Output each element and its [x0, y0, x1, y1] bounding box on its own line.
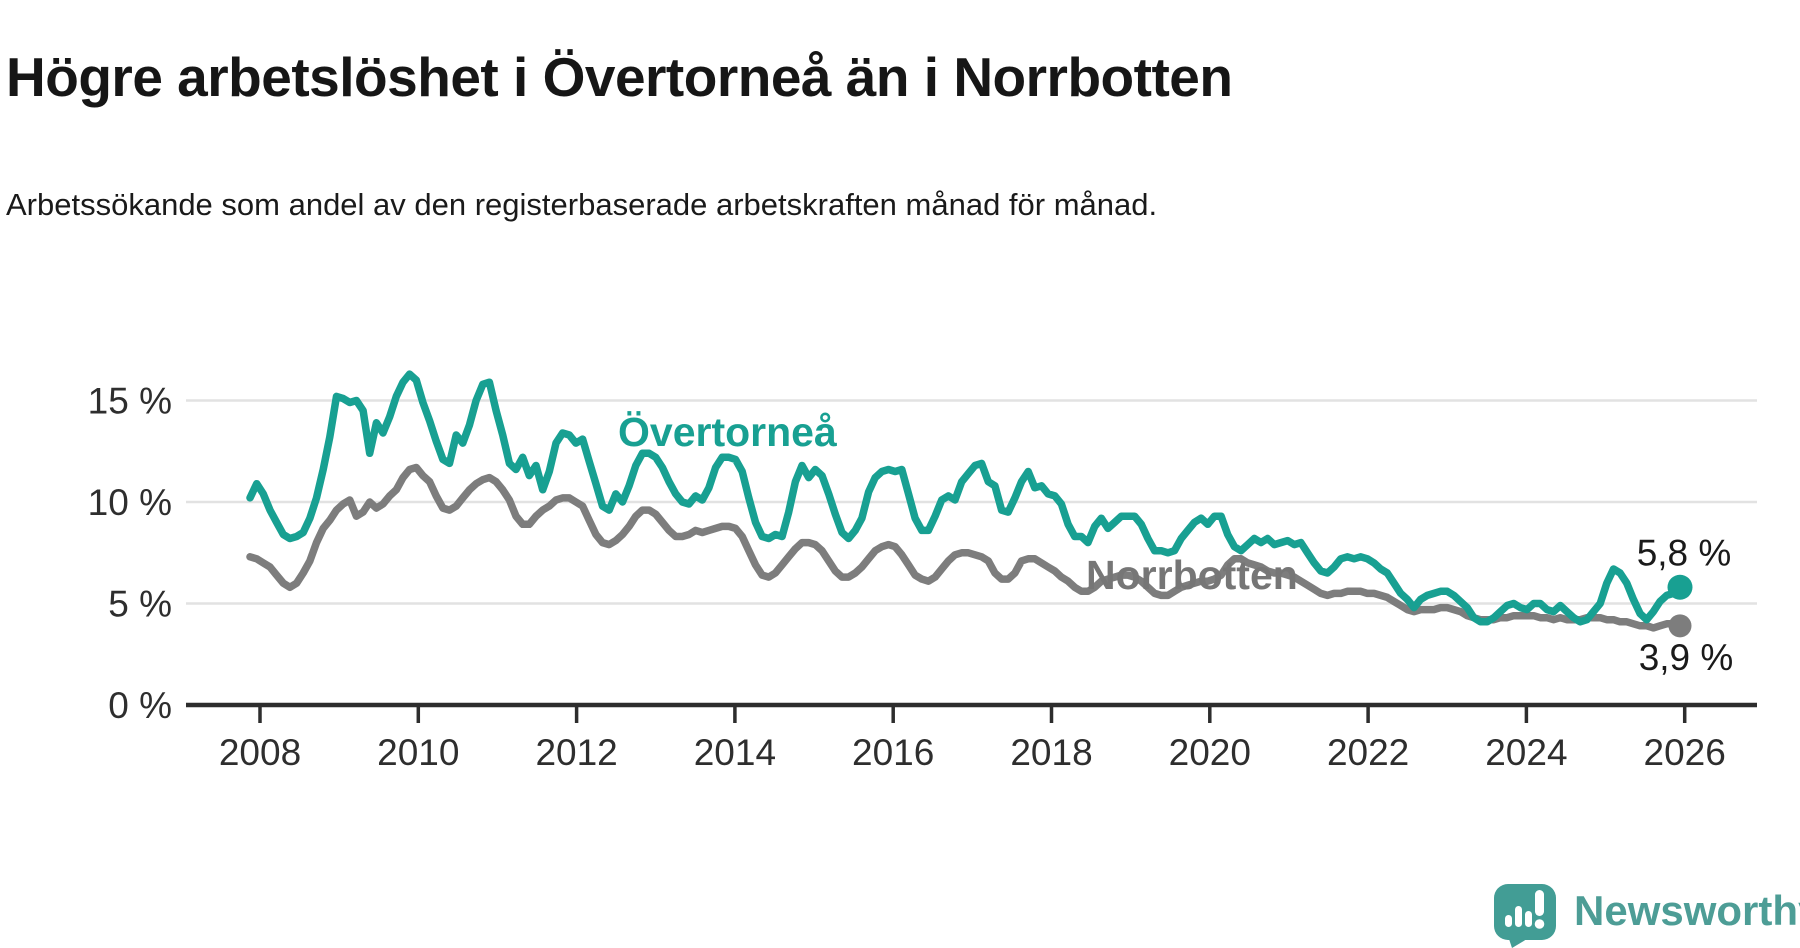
overtornea-end-label: 5,8 %	[1637, 532, 1732, 573]
x-tick-label: 2010	[377, 732, 459, 773]
overtornea-series-label: Övertorneå	[618, 409, 837, 455]
y-tick-label: 5 %	[108, 584, 172, 625]
y-tick-label: 15 %	[88, 381, 172, 422]
page-title: Högre arbetslöshet i Övertorneå än i Nor…	[6, 45, 1233, 108]
newsworthy-logo-text: Newsworthy	[1574, 887, 1800, 934]
x-tick-label: 2016	[852, 732, 934, 773]
newsworthy-logo-icon	[1494, 884, 1556, 948]
x-tick-label: 2012	[535, 732, 617, 773]
y-tick-label: 10 %	[88, 482, 172, 523]
overtornea-end-dot	[1667, 574, 1693, 600]
x-tick-label: 2026	[1644, 732, 1726, 773]
series-line-overtornea	[246, 370, 1684, 626]
norrbotten-end-dot	[1668, 614, 1692, 638]
norrbotten-end-label: 3,9 %	[1639, 637, 1734, 678]
x-tick-label: 2014	[694, 732, 776, 773]
x-tick-label: 2018	[1010, 732, 1092, 773]
x-tick-label: 2020	[1169, 732, 1251, 773]
x-tick-label: 2008	[219, 732, 301, 773]
norrbotten-series-label: Norrbotten	[1086, 552, 1298, 598]
chart-subtitle: Arbetssökande som andel av den registerb…	[6, 187, 1158, 222]
newsworthy-logo: Newsworthy	[1494, 884, 1800, 948]
x-tick-label: 2024	[1485, 732, 1567, 773]
y-tick-label: 0 %	[108, 685, 172, 726]
series-line-norrbotten	[246, 463, 1684, 632]
x-tick-label: 2022	[1327, 732, 1409, 773]
